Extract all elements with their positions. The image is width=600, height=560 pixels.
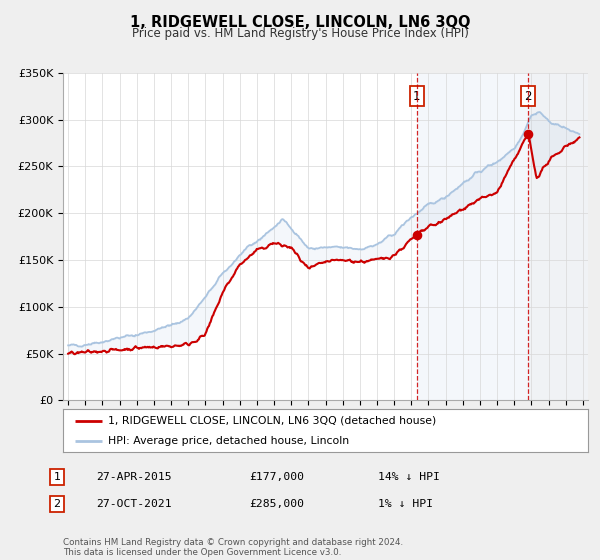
Text: 27-OCT-2021: 27-OCT-2021 [96, 499, 172, 509]
Text: £285,000: £285,000 [249, 499, 304, 509]
Text: Contains HM Land Registry data © Crown copyright and database right 2024.
This d: Contains HM Land Registry data © Crown c… [63, 538, 403, 557]
Text: 1: 1 [413, 90, 421, 102]
Text: 2: 2 [53, 499, 61, 509]
Text: 27-APR-2015: 27-APR-2015 [96, 472, 172, 482]
Text: 14% ↓ HPI: 14% ↓ HPI [378, 472, 440, 482]
Text: Price paid vs. HM Land Registry's House Price Index (HPI): Price paid vs. HM Land Registry's House … [131, 27, 469, 40]
Text: 2: 2 [524, 90, 532, 102]
Bar [528, 73, 588, 400]
Point [412, 230, 422, 239]
Text: 1, RIDGEWELL CLOSE, LINCOLN, LN6 3QQ (detached house): 1, RIDGEWELL CLOSE, LINCOLN, LN6 3QQ (de… [107, 416, 436, 426]
Text: 1% ↓ HPI: 1% ↓ HPI [378, 499, 433, 509]
Text: 1, RIDGEWELL CLOSE, LINCOLN, LN6 3QQ: 1, RIDGEWELL CLOSE, LINCOLN, LN6 3QQ [130, 15, 470, 30]
Text: £177,000: £177,000 [249, 472, 304, 482]
Text: 1: 1 [53, 472, 61, 482]
Bar [417, 73, 528, 400]
Text: HPI: Average price, detached house, Lincoln: HPI: Average price, detached house, Linc… [107, 436, 349, 446]
Point [523, 129, 533, 138]
